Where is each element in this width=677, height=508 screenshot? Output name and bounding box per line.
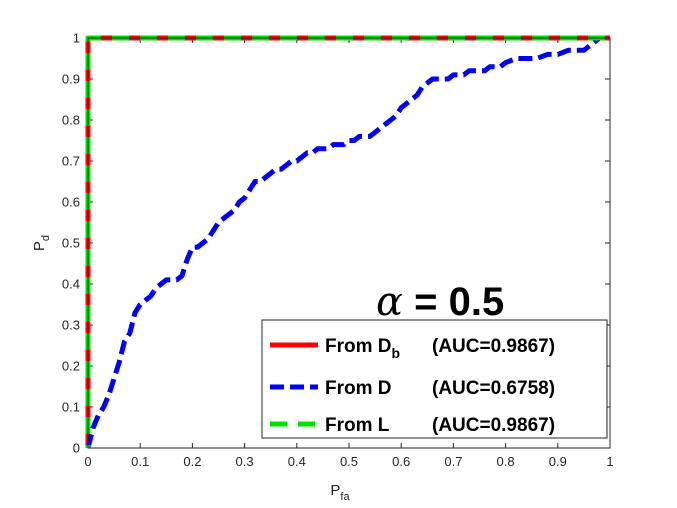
alpha-annotation: α = 0.5 [376,279,504,325]
x-tick-label: 0.8 [497,454,515,469]
legend-box [261,319,608,439]
legend: From Db (AUC=0.9867) From D (AUC=0.6758) Fro… [261,319,608,439]
y-tick-label: 0.2 [62,359,80,374]
legend-label: From D [325,378,392,399]
legend-auc: (AUC=0.9867) [432,415,555,436]
y-tick-label: 1 [73,31,80,46]
x-tick-label: 0 [84,454,91,469]
y-tick-label: 0.7 [62,154,80,169]
x-tick-label: 0.7 [444,454,462,469]
axes-box [87,37,611,449]
y-tick-label: 0.9 [62,72,80,87]
legend-auc: (AUC=0.9867) [432,336,555,357]
y-tick-label: 0.8 [62,113,80,128]
legend-auc: (AUC=0.6758) [432,378,555,399]
y-tick-label: 0 [73,441,80,456]
y-tick-label: 0.1 [62,400,80,415]
x-tick-label: 0.1 [131,454,149,469]
legend-label: From L [325,415,390,436]
x-tick-label: 0.3 [236,454,254,469]
y-tick-label: 0.5 [62,236,80,251]
x-tick-label: 0.5 [340,454,358,469]
x-tick-label: 0.9 [549,454,567,469]
y-axis-label: Pd [31,235,52,251]
series-line [85,36,602,449]
x-tick-label: 0.2 [183,454,201,469]
x-tick-label: 0.4 [288,454,306,469]
x-axis-label: Pfa [330,482,350,503]
y-tick-label: 0.3 [62,318,80,333]
legend-label: From Db [325,336,400,361]
x-tick-label: 1 [606,454,613,469]
x-tick-label: 0.6 [392,454,410,469]
y-tick-label: 0.4 [62,277,80,292]
tick-labels: 0 0.1 0.2 0.3 0.4 0.5 0.6 0.7 0.8 0.9 1 0 0.1 0.2 0.3 0… [62,31,614,470]
y-tick-label: 0.6 [62,195,80,210]
